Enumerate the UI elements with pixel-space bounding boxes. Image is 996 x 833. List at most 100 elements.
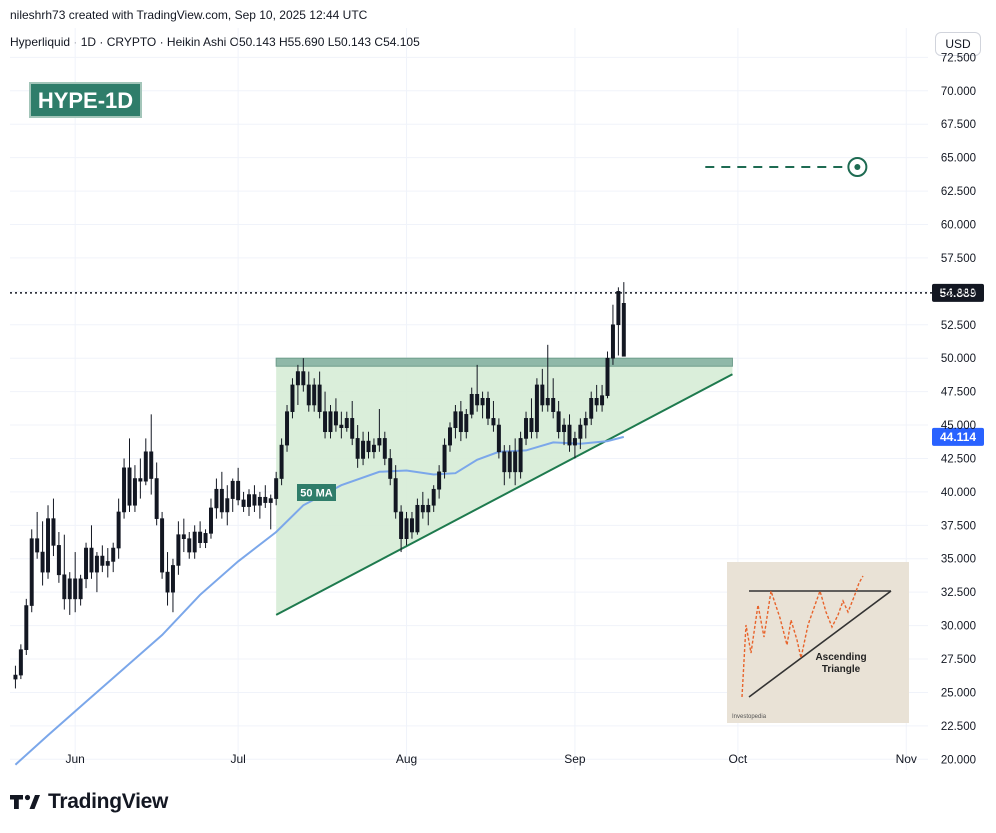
y-tick-label: 32.500 [941,587,976,599]
candle [518,431,523,479]
candle [165,552,170,606]
current-price-badge [932,283,984,302]
candle-body-up [268,498,273,503]
candle [84,542,89,589]
candle [540,368,545,412]
y-tick-label: 22.500 [941,721,976,733]
y-tick-label: 37.500 [941,520,976,532]
candle [154,462,159,526]
candle-body-up [214,488,219,509]
target-marker-dot [854,163,861,170]
tradingview-logo-icon [10,794,40,809]
candle [567,414,572,452]
candle-body-down [366,440,371,453]
candle [409,511,414,539]
candle-body-up [84,547,89,580]
chart-grid [10,28,928,770]
chart-title: HYPE-1D [38,88,133,113]
candle-body-up [295,371,300,386]
candle [404,511,409,546]
candle [453,404,458,439]
candle-body-up [605,357,610,396]
candle-body-down [475,393,480,406]
y-tick-label: 45.000 [941,420,976,432]
candle-body-down [420,504,425,513]
candle [301,358,306,392]
candle-body-down [187,538,192,553]
candle-body-up [507,451,512,473]
tradingview-wordmark: TradingView [48,790,169,813]
y-axis: 20.000 22.500 25.000 27.500 30.000 32.500 35.0… [941,52,976,766]
inset-label-line1: Ascending [815,652,866,663]
candle [46,505,51,579]
candle-body-up [312,384,317,406]
candle [312,378,317,412]
candle [214,478,219,519]
candle [426,498,431,526]
ma-layer [14,435,625,766]
candle [306,371,311,412]
candle-body-up [518,438,523,473]
candle-body-down [154,478,159,519]
candle [448,422,452,452]
candle-body-up [230,480,235,499]
candle-body-up [431,488,436,506]
candle-body-up [78,578,83,600]
candle-body-up [616,291,621,326]
candle [160,511,165,579]
candle [323,391,328,439]
ma-price-badge [932,427,984,446]
candle-body-down [551,398,556,412]
candle [344,411,349,432]
candle [442,438,447,479]
candle-body-up [132,478,137,506]
candle [420,491,425,519]
candle-body-down [181,534,186,539]
candle [621,282,626,357]
candle [241,491,246,512]
y-tick-label: 20.000 [941,754,976,766]
candle [143,438,148,486]
candle-body-down [567,424,572,446]
y-tick-label: 62.500 [941,186,976,198]
candle [556,400,561,439]
candle [274,471,279,506]
x-tick-label: Aug [396,752,417,766]
candle-body-down [127,467,132,506]
candle [132,465,137,512]
candle-body-down [399,511,404,539]
candle [496,418,501,459]
candle-body-up [143,451,148,482]
y-tick-label: 50.000 [941,353,976,365]
candle-body-down [56,545,61,576]
candle-body-up [453,411,458,429]
candle [382,431,387,466]
candle-body-up [480,398,485,406]
candle [208,498,213,539]
candle [605,351,610,399]
symbol-info: Hyperliquid · 1D · CRYPTO · Heikin Ashi … [10,35,420,49]
candle-body-up [621,303,626,357]
candle [127,438,132,512]
candle-body-down [263,496,268,503]
candle [491,400,496,432]
candle [67,572,72,615]
candle [551,378,556,419]
candle-body-up [589,398,594,419]
candle-body-up [18,649,23,676]
candle [138,458,143,499]
candle-body-down [219,488,224,513]
candle-body-up [46,518,51,573]
candle-body-up [371,444,376,453]
candle [350,400,355,446]
currency-button[interactable]: USD [935,32,981,56]
x-tick-label: Jun [66,752,85,766]
tradingview-logo[interactable]: TradingView [10,790,168,814]
candle [268,494,273,530]
candle-body-down [594,398,599,406]
y-tick-label: 70.000 [941,86,976,98]
candle-body-up [176,534,181,566]
candle-body-down [149,451,154,479]
candle-body-down [100,555,105,566]
